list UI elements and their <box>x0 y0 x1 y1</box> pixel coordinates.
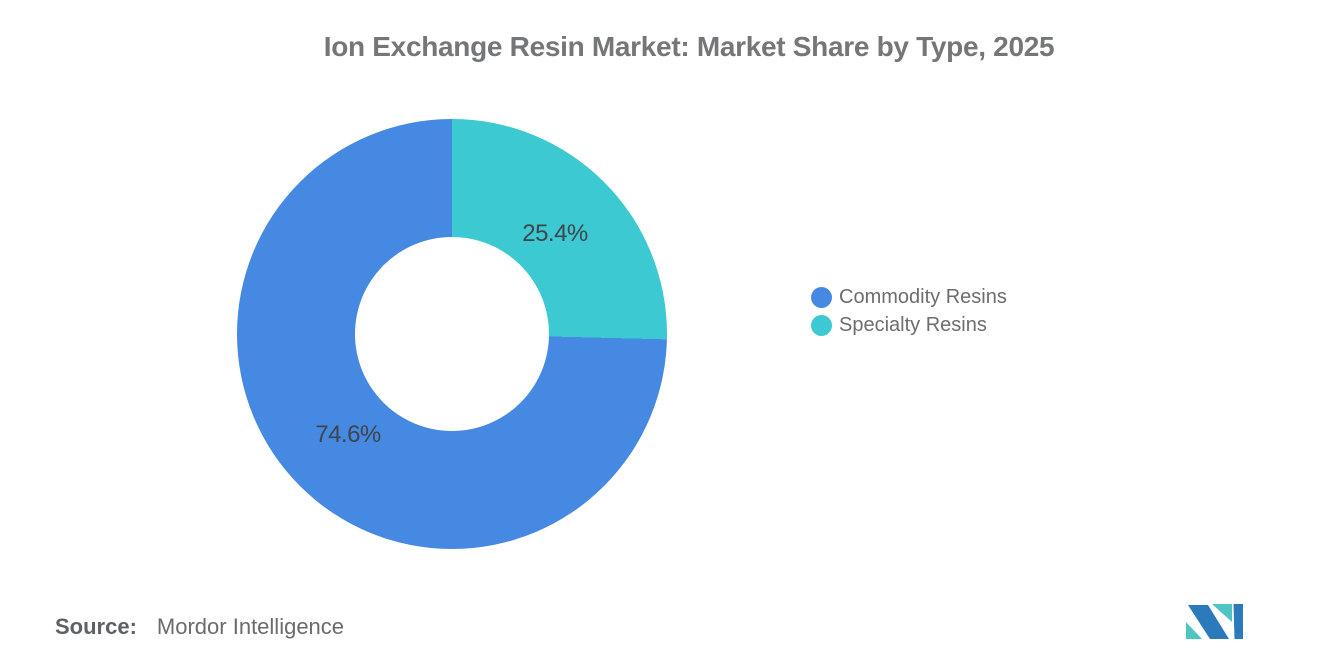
legend-label-specialty: Specialty Resins <box>839 314 987 336</box>
legend-label-commodity: Commodity Resins <box>839 286 1007 308</box>
logo-teal-mid-triangle <box>1212 604 1232 622</box>
legend-item-specialty-resins[interactable]: Specialty Resins <box>811 314 1007 336</box>
legend-marker-specialty-icon <box>811 315 832 336</box>
mordor-intelligence-logo-icon <box>1186 604 1243 639</box>
legend: Commodity Resins Specialty Resins <box>811 286 1007 343</box>
data-label-specialty-resins: 25.4% <box>522 220 588 247</box>
data-label-commodity-resins: 74.6% <box>315 421 381 448</box>
logo-blue-right-bar <box>1233 604 1243 639</box>
logo-blue-diagonal <box>1188 605 1229 639</box>
legend-marker-commodity-icon <box>811 287 832 308</box>
source-value: Mordor Intelligence <box>156 614 345 639</box>
donut-chart: 25.4% 74.6% <box>237 119 667 549</box>
donut-hole <box>355 237 549 431</box>
legend-item-commodity-resins[interactable]: Commodity Resins <box>811 286 1007 308</box>
source-label: Source: <box>55 614 137 639</box>
chart-title: Ion Exchange Resin Market: Market Share … <box>323 31 1055 62</box>
logo-teal-left-triangle <box>1186 622 1202 639</box>
source-line: Source: Mordor Intelligence <box>55 614 344 640</box>
